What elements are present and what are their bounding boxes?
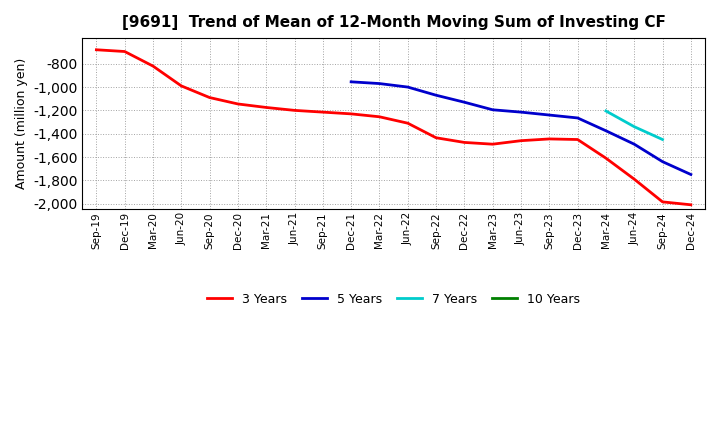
3 Years <box>375 114 384 119</box>
3 Years <box>658 199 667 205</box>
3 Years <box>148 63 157 69</box>
3 Years <box>205 95 214 100</box>
3 Years <box>630 176 639 182</box>
3 Years <box>347 111 356 117</box>
3 Years <box>687 202 696 207</box>
Title: [9691]  Trend of Mean of 12-Month Moving Sum of Investing CF: [9691] Trend of Mean of 12-Month Moving … <box>122 15 665 30</box>
Line: 5 Years: 5 Years <box>351 82 691 175</box>
3 Years <box>177 83 186 88</box>
5 Years <box>630 142 639 147</box>
5 Years <box>375 81 384 86</box>
3 Years <box>120 49 129 54</box>
3 Years <box>92 47 101 52</box>
Legend: 3 Years, 5 Years, 7 Years, 10 Years: 3 Years, 5 Years, 7 Years, 10 Years <box>202 288 585 311</box>
5 Years <box>347 79 356 84</box>
Line: 7 Years: 7 Years <box>606 111 662 139</box>
3 Years <box>318 110 327 115</box>
3 Years <box>403 121 412 126</box>
5 Years <box>488 107 497 113</box>
7 Years <box>602 108 611 114</box>
Y-axis label: Amount (million yen): Amount (million yen) <box>15 58 28 189</box>
3 Years <box>290 108 299 113</box>
Line: 3 Years: 3 Years <box>96 50 691 205</box>
3 Years <box>517 138 526 143</box>
3 Years <box>602 155 611 161</box>
5 Years <box>403 84 412 90</box>
5 Years <box>517 110 526 115</box>
5 Years <box>460 99 469 105</box>
5 Years <box>687 172 696 177</box>
3 Years <box>233 101 242 106</box>
5 Years <box>602 128 611 133</box>
3 Years <box>460 140 469 145</box>
7 Years <box>658 137 667 142</box>
3 Years <box>432 135 441 140</box>
5 Years <box>658 159 667 164</box>
5 Years <box>545 112 554 117</box>
3 Years <box>262 105 271 110</box>
5 Years <box>573 115 582 121</box>
7 Years <box>630 124 639 129</box>
3 Years <box>488 142 497 147</box>
3 Years <box>545 136 554 142</box>
3 Years <box>573 137 582 142</box>
5 Years <box>432 92 441 98</box>
